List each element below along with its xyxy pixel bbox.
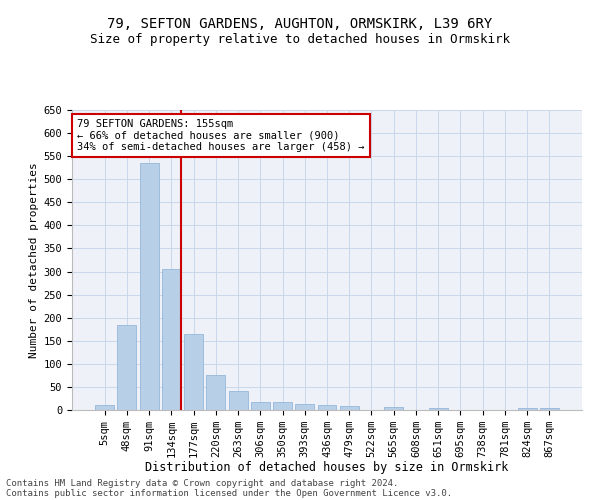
Bar (317, 406, 337, 410)
Y-axis label: Number of detached properties: Number of detached properties (29, 162, 40, 358)
X-axis label: Distribution of detached houses by size in Ormskirk: Distribution of detached houses by size … (145, 462, 509, 474)
Bar (184, 334, 203, 410)
Text: 79, SEFTON GARDENS, AUGHTON, ORMSKIRK, L39 6RY: 79, SEFTON GARDENS, AUGHTON, ORMSKIRK, L… (107, 18, 493, 32)
Bar (273, 402, 292, 410)
Bar (95, 406, 114, 410)
Bar (384, 407, 403, 410)
Bar (229, 390, 248, 410)
Bar (518, 408, 536, 410)
Bar (162, 269, 181, 410)
Text: Size of property relative to detached houses in Ormskirk: Size of property relative to detached ho… (90, 32, 510, 46)
Text: 79 SEFTON GARDENS: 155sqm
← 66% of detached houses are smaller (900)
34% of semi: 79 SEFTON GARDENS: 155sqm ← 66% of detac… (77, 119, 365, 152)
Bar (251, 402, 270, 410)
Bar (295, 404, 314, 410)
Bar (429, 408, 448, 410)
Bar (206, 376, 225, 410)
Bar (140, 163, 158, 410)
Bar (340, 406, 359, 410)
Bar (540, 408, 559, 410)
Text: Contains HM Land Registry data © Crown copyright and database right 2024.: Contains HM Land Registry data © Crown c… (6, 478, 398, 488)
Bar (118, 324, 136, 410)
Text: Contains public sector information licensed under the Open Government Licence v3: Contains public sector information licen… (6, 488, 452, 498)
